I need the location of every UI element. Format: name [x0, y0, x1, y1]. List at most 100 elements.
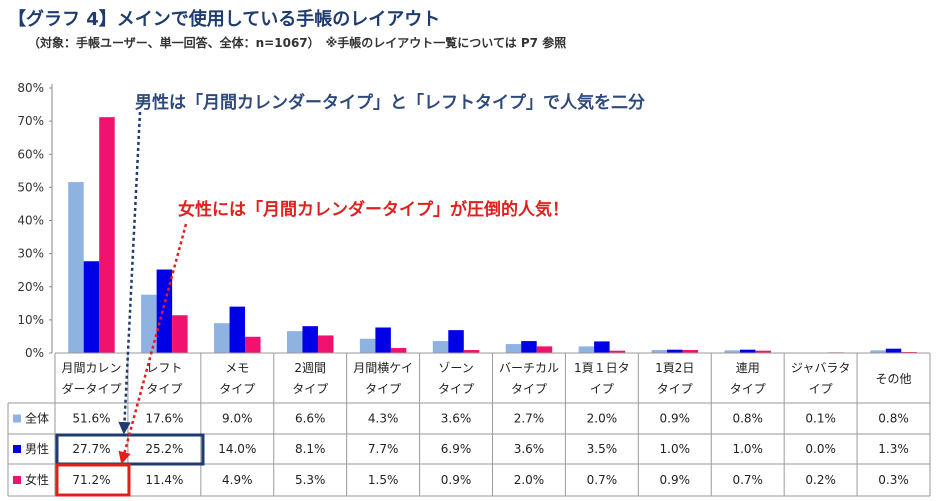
table-cell: 2.0%	[514, 473, 545, 487]
category-label: タイプ	[730, 382, 766, 396]
category-label: メモ	[225, 361, 249, 375]
table-cell: 25.2%	[145, 442, 183, 456]
legend-swatch-female	[13, 476, 21, 484]
table-cell: 0.2%	[805, 473, 836, 487]
table-cell: 17.6%	[145, 412, 183, 426]
bar-female	[99, 117, 115, 354]
table-cell: 7.7%	[368, 442, 399, 456]
bar-male	[302, 326, 318, 353]
table-cell: 3.6%	[441, 412, 472, 426]
table-cell: 1.5%	[368, 473, 399, 487]
category-label: 月間カレン	[61, 361, 121, 375]
bar-male	[229, 306, 246, 353]
y-tick-label: 0%	[25, 346, 44, 360]
table-cell: 4.9%	[222, 473, 253, 487]
table-cell: 0.7%	[587, 473, 618, 487]
legend-label-all: 全体	[25, 411, 49, 426]
y-axis: 0% 10% 20% 30% 40% 50% 60% 70% 80%	[17, 81, 53, 360]
y-tick-label: 50%	[17, 180, 44, 194]
table-cell: 0.0%	[805, 442, 836, 456]
category-label: タイプ	[146, 382, 182, 396]
bar-all	[286, 331, 303, 353]
bar-all	[505, 344, 522, 353]
bar-all	[68, 182, 84, 353]
bar-female	[317, 335, 334, 353]
category-label: イプ	[809, 382, 833, 396]
bar-female	[390, 348, 407, 353]
category-label: タイプ	[219, 382, 255, 396]
table-cell: 3.6%	[514, 442, 545, 456]
legend-swatch-all	[13, 414, 21, 423]
bar-all	[141, 294, 157, 353]
table-cell: 0.3%	[878, 473, 909, 487]
table-cell: 6.6%	[295, 412, 326, 426]
table-cell: 0.9%	[660, 473, 691, 487]
category-label: 1頁2日	[655, 361, 694, 375]
male-annotation: 男性は「月間カレンダータイプ」と「レフトタイプ」で人気を二分	[135, 93, 645, 113]
table-cell: 51.6%	[72, 412, 110, 426]
bar-male	[375, 327, 391, 353]
annotation-overlay	[55, 111, 205, 497]
category-label: ジャバラタ	[791, 361, 850, 375]
bar-female	[463, 350, 480, 353]
table-cell: 1.0%	[732, 442, 763, 456]
bar-all	[214, 323, 230, 353]
table-cell: 2.7%	[514, 412, 545, 426]
table-cell: 1.0%	[660, 442, 691, 456]
table-cell: 9.0%	[222, 412, 253, 426]
legend-label-male: 男性	[25, 442, 49, 456]
y-tick-label: 10%	[17, 313, 44, 327]
bar-female	[682, 350, 699, 353]
table-cell: 2.0%	[587, 412, 618, 426]
category-label: イプ	[590, 382, 614, 396]
y-tick-label: 40%	[17, 214, 44, 228]
y-tick-label: 80%	[17, 81, 44, 95]
table-cell: 71.2%	[72, 473, 110, 487]
y-tick-label: 60%	[17, 147, 44, 161]
table-cell: 5.3%	[295, 473, 326, 487]
table-cell: 11.4%	[145, 473, 183, 487]
bar-male	[83, 261, 100, 353]
male-arrow	[118, 111, 142, 435]
category-label: その他	[876, 372, 912, 386]
bar-all	[651, 350, 668, 353]
table-cell: 8.1%	[295, 442, 326, 456]
legend-label-female: 女性	[25, 472, 49, 487]
female-annotation: 女性には「月間カレンダータイプ」が圧倒的人気！	[178, 200, 569, 220]
bar-all	[359, 338, 376, 353]
y-tick-label: 20%	[17, 280, 44, 294]
bar-all	[578, 346, 595, 353]
female-arrow	[118, 223, 188, 465]
table-cell: 14.0%	[218, 442, 256, 456]
chart-subtitle: （対象：手帳ユーザー、単一回答、全体：n=1067） ※手帳のレイアウト一覧につ…	[28, 36, 567, 50]
table-cell: 0.8%	[732, 412, 763, 426]
table-cell: 0.7%	[732, 473, 763, 487]
bar-male	[594, 341, 610, 353]
bar-female	[609, 350, 626, 353]
category-label: タイプ	[365, 382, 401, 396]
table-cell: 27.7%	[72, 442, 110, 456]
category-label: バーチカル	[499, 361, 559, 375]
category-label: 1頁１日タ	[574, 361, 630, 375]
bar-male	[739, 349, 756, 353]
category-label: レフト	[146, 361, 182, 375]
table-cell: 0.9%	[441, 473, 472, 487]
table-cell: 6.9%	[441, 442, 472, 456]
bar-all	[724, 350, 740, 353]
category-label: タイプ	[657, 382, 693, 396]
table-cell: 3.5%	[587, 442, 618, 456]
bar-male	[448, 330, 464, 353]
female-highlight-box	[55, 463, 131, 497]
bar-female	[536, 346, 553, 353]
bar-female	[172, 315, 188, 353]
bar-male	[667, 349, 683, 353]
category-label: 月間横ケイ	[353, 361, 413, 375]
y-tick-label: 70%	[17, 114, 44, 128]
category-label: 2週間	[294, 361, 326, 375]
bar-female	[755, 350, 771, 353]
y-tick-label: 30%	[17, 247, 44, 261]
table-cell: 4.3%	[368, 412, 399, 426]
bar-all	[870, 350, 886, 353]
